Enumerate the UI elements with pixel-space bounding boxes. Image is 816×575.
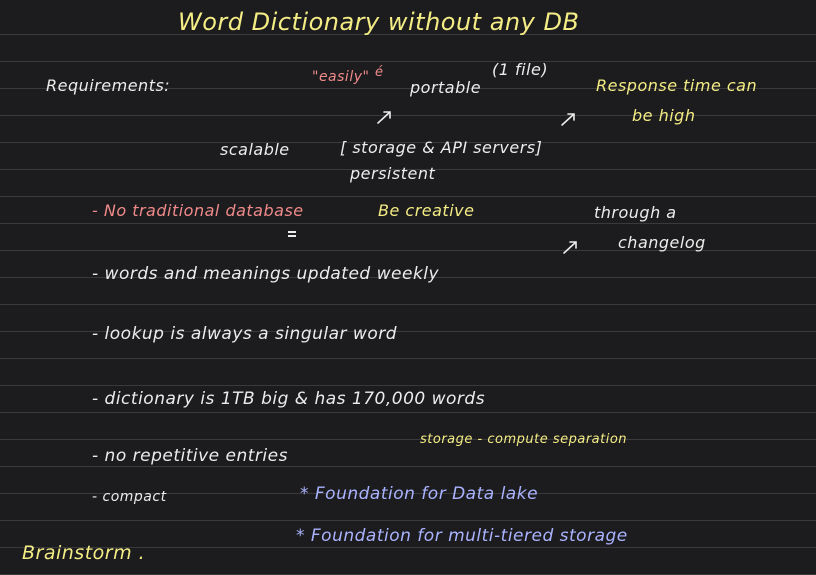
page-title: Word Dictionary without any DB [178,8,580,36]
foundation-data-lake: * Foundation for Data lake [300,484,539,504]
dictionary-size-item: - dictionary is 1TB big & has 170,000 wo… [92,389,486,409]
easily-note: "easily" [312,69,370,85]
no-repetitive-item: - no repetitive entries [92,446,288,466]
easily-mark: é [375,65,384,80]
persistent-label: persistent [350,164,436,183]
brainstorm-label: Brainstorm . [22,542,146,564]
words-updated-item: - words and meanings updated weekly [92,264,440,284]
no-traditional-db: - No traditional database [92,201,304,220]
response-time-line2: be high [632,106,696,125]
lookup-item: - lookup is always a singular word [92,324,398,344]
be-creative: Be creative [378,201,475,220]
storage-api-label: [ storage & API servers] [340,138,543,157]
double-underline-mark [288,231,296,233]
double-underline-mark [288,235,296,237]
arrow-up-right-icon [563,241,577,254]
storage-compute-note: storage - compute separation [420,432,628,447]
response-time-line1: Response time can [596,76,758,95]
compact-item: - compact [92,489,167,505]
scalable-label: scalable [220,140,290,159]
arrow-up-right-icon [561,113,575,126]
through-changelog-line2: changelog [618,233,706,252]
through-changelog-line1: through a [594,203,677,222]
one-file-label: (1 file) [492,60,549,79]
foundation-multi-tiered: * Foundation for multi-tiered storage [296,526,628,546]
requirements-label: Requirements: [46,76,171,95]
portable-label: portable [410,78,482,97]
arrow-up-right-icon [377,111,391,124]
